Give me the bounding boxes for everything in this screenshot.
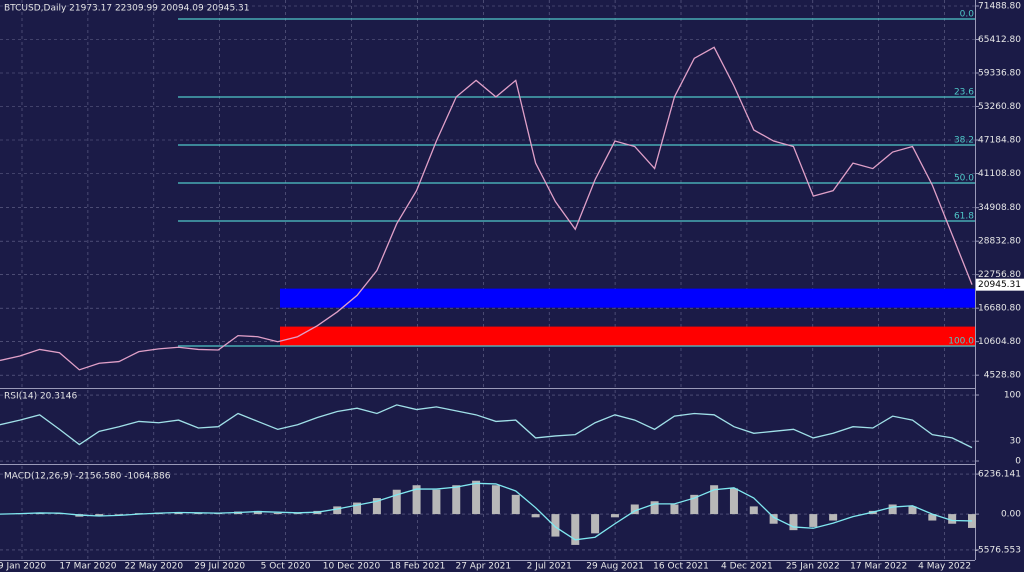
- x-tick-label: 4 Dec 2021: [721, 562, 773, 572]
- macd-header: MACD(12,26,9) -2156.580 -1064.886: [4, 472, 171, 482]
- series-line: [0, 404, 973, 449]
- y-tick-label: 53260.80: [978, 102, 1021, 112]
- macd-bar: [729, 488, 738, 515]
- y-tick-label: 30: [1010, 437, 1022, 447]
- macd-bar: [888, 504, 897, 515]
- macd-bar: [809, 514, 818, 527]
- macd-bar: [710, 485, 719, 515]
- y-tick-label: 100: [1004, 391, 1021, 401]
- x-tick-label: 22 May 2020: [124, 562, 183, 572]
- fib-label: 23.6: [954, 88, 974, 98]
- macd-bar: [95, 514, 104, 517]
- signal-line: [0, 482, 973, 541]
- x-tick-label: 17 Mar 2020: [59, 562, 116, 572]
- macd-bar: [115, 514, 124, 515]
- macd-bar: [670, 504, 679, 515]
- x-tick-label: 27 Apr 2021: [455, 562, 511, 572]
- macd-bar: [948, 514, 957, 524]
- price-zone: [280, 326, 975, 346]
- y-tick-label: 16680.80: [978, 304, 1021, 314]
- macd-bar: [591, 514, 600, 534]
- macd-bar: [511, 494, 520, 515]
- y-tick-label: 10604.80: [978, 337, 1021, 347]
- macd-bar: [372, 498, 381, 515]
- macd-bar: [650, 501, 659, 515]
- rsi-header: RSI(14) 20.3146: [4, 392, 77, 402]
- macd-bar: [829, 514, 838, 521]
- macd-bar: [432, 489, 441, 515]
- macd-bar: [273, 512, 282, 515]
- macd-bar: [928, 514, 937, 521]
- macd-bar: [491, 485, 500, 515]
- y-tick-label: 4528.80: [984, 371, 1021, 381]
- macd-bar: [333, 506, 342, 515]
- y-tick-label: 22756.80: [978, 270, 1021, 280]
- price-tag-bg: [976, 278, 1024, 291]
- macd-bar: [690, 494, 699, 515]
- macd-bar: [253, 510, 262, 515]
- macd-bar: [194, 513, 203, 515]
- macd-bar: [412, 485, 421, 515]
- y-tick-label: 59336.80: [978, 68, 1021, 78]
- y-tick-label: 41108.80: [978, 169, 1021, 179]
- x-tick-label: 2 Jul 2021: [527, 562, 572, 572]
- y-tick-label: 71488.80: [978, 1, 1021, 11]
- y-tick-label: 28832.80: [978, 237, 1021, 247]
- y-tick-label: 47184.80: [978, 135, 1021, 145]
- macd-bar: [531, 514, 540, 518]
- macd-bar: [908, 506, 917, 515]
- macd-bar: [630, 504, 639, 515]
- y-tick-label: 0.00: [1001, 510, 1021, 520]
- macd-bar: [293, 513, 302, 515]
- fib-label: 38.2: [954, 136, 974, 146]
- macd-bar: [571, 514, 580, 545]
- x-tick-label: 17 Mar 2022: [850, 562, 907, 572]
- x-tick-label: 25 Jan 2022: [786, 562, 840, 572]
- series-line: [0, 46, 973, 371]
- fib-label: 61.8: [954, 212, 974, 222]
- x-tick-label: 16 Oct 2021: [653, 562, 709, 572]
- macd-bar: [789, 514, 798, 531]
- macd-bar: [610, 514, 619, 518]
- x-tick-label: 29 Aug 2021: [586, 562, 644, 572]
- macd-bar: [968, 514, 976, 528]
- x-tick-label: 10 Dec 2020: [323, 562, 381, 572]
- x-tick-label: 4 May 2022: [918, 562, 971, 572]
- macd-bar: [392, 489, 401, 515]
- x-tick-label: 5 Oct 2020: [261, 562, 311, 572]
- macd-bar: [749, 506, 758, 515]
- x-tick-label: 18 Feb 2021: [389, 562, 445, 572]
- macd-bar: [769, 514, 778, 524]
- y-tick-label: -5576.553: [975, 545, 1021, 555]
- macd-bar: [472, 480, 481, 515]
- fib-label: 100.0: [948, 337, 974, 347]
- macd-bar: [551, 514, 560, 537]
- x-tick-label: 29 Jul 2020: [194, 562, 245, 572]
- y-tick-label: 0: [1015, 457, 1021, 467]
- fib-label: 0.0: [960, 10, 975, 20]
- macd-bar: [452, 485, 461, 515]
- x-tick-label: 9 Jan 2020: [0, 562, 46, 572]
- price-zone: [280, 288, 975, 308]
- y-tick-label: 65412.80: [978, 35, 1021, 45]
- fib-label: 50.0: [954, 174, 974, 184]
- y-tick-label: 6236.141: [978, 470, 1021, 480]
- current-price-label: 20945.31: [978, 280, 1021, 290]
- y-tick-label: 34908.80: [978, 203, 1021, 213]
- macd-bar: [353, 502, 362, 515]
- symbol-header: BTCUSD,Daily 21973.17 22309.99 20094.09 …: [4, 4, 250, 14]
